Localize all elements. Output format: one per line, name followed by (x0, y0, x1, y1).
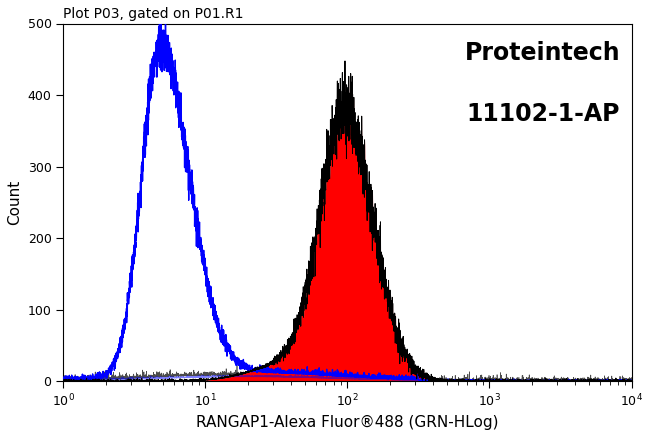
Text: Proteintech: Proteintech (465, 42, 620, 66)
Text: 11102-1-AP: 11102-1-AP (467, 102, 620, 126)
X-axis label: RANGAP1-Alexa Fluor®488 (GRN-HLog): RANGAP1-Alexa Fluor®488 (GRN-HLog) (196, 415, 499, 430)
Y-axis label: Count: Count (7, 180, 22, 225)
Text: Plot P03, gated on P01.R1: Plot P03, gated on P01.R1 (63, 7, 244, 21)
